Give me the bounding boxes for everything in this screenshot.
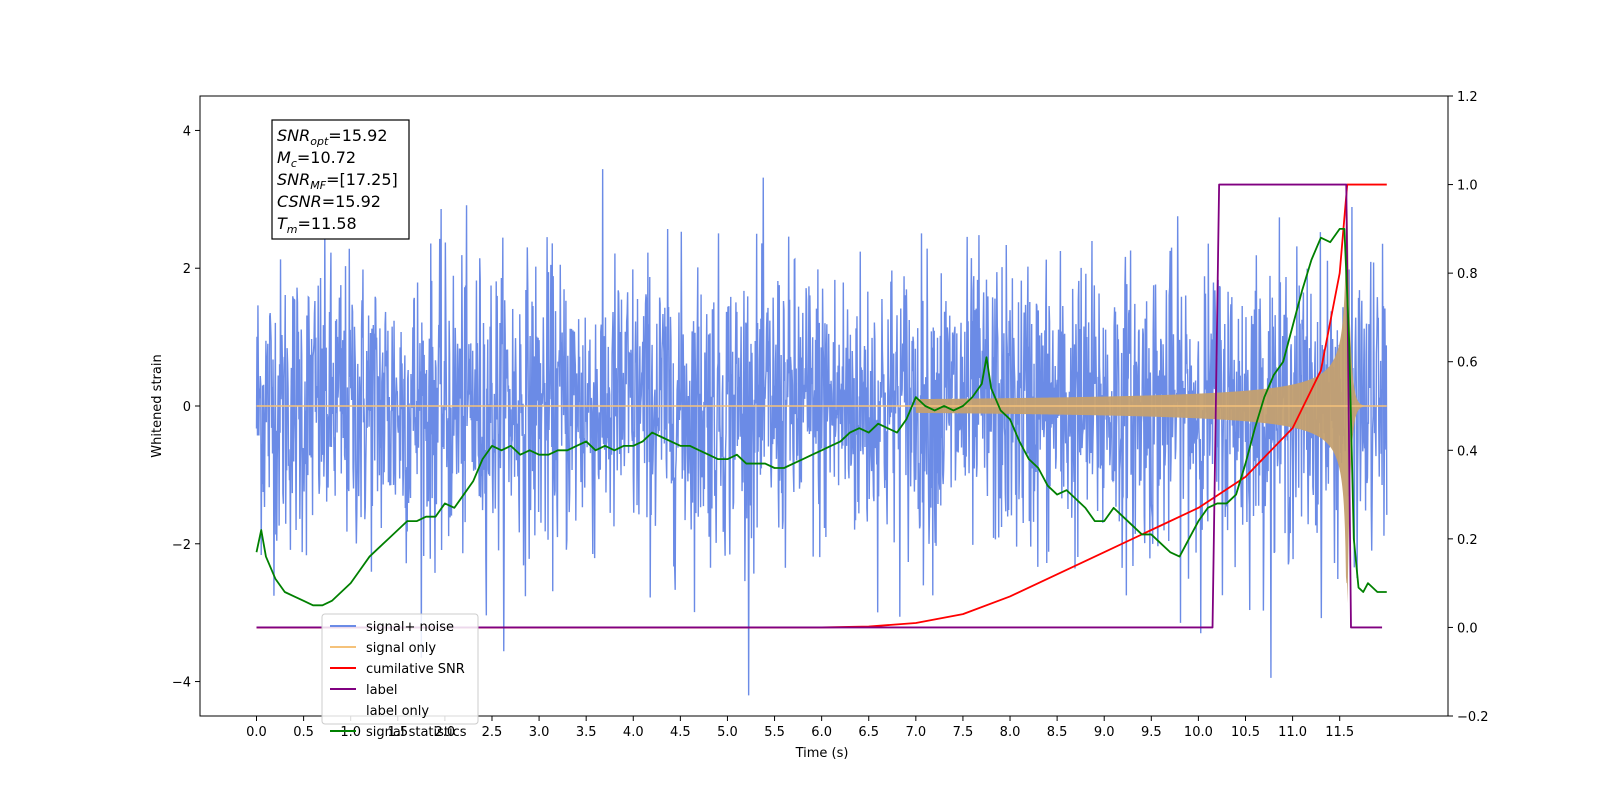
x-tick-label: 5.0 [717, 725, 738, 740]
x-tick-label: 9.5 [1141, 725, 1162, 740]
legend-entry: signal statistics [366, 725, 467, 740]
series-signal-noise [255, 169, 1388, 696]
x-tick-label: 5.5 [764, 725, 785, 740]
x-tick-label: 8.5 [1047, 725, 1068, 740]
legend-frame [321, 613, 479, 725]
annotation-line: Tm=11.58 [277, 214, 357, 236]
y-axis-right: −0.2 0.0 0.2 0.4 0.6 0.8 1.0 1.2 [1448, 90, 1489, 725]
y-right-tick-label: 0.0 [1457, 621, 1478, 636]
y-left-tick-label: 2 [183, 262, 191, 277]
y-right-tick-label: 1.0 [1457, 179, 1478, 194]
legend-entry: signal+ noise [366, 620, 454, 635]
legend-entry: signal only [366, 641, 436, 656]
x-tick-label: 10.0 [1184, 725, 1213, 740]
y-axis-left: −4 −2 0 2 4 [172, 124, 200, 691]
y-left-tick-label: 4 [183, 124, 191, 139]
legend-entry: label only [366, 704, 429, 719]
legend-entry: label [366, 683, 397, 698]
x-tick-label: 1.0 [340, 725, 361, 740]
y-right-tick-label: 0.6 [1457, 356, 1478, 371]
annotation-line: Mc=10.72 [277, 148, 356, 170]
plot-area [255, 169, 1388, 696]
annotation-frame [271, 119, 410, 240]
x-tick-label: 1.5 [387, 725, 408, 740]
legend-entry: cumilative SNR [366, 662, 465, 677]
x-tick-label: 11.5 [1325, 725, 1354, 740]
y-right-tick-label: −0.2 [1457, 710, 1489, 725]
x-tick-label: 0.0 [246, 725, 267, 740]
x-tick-label: 0.5 [293, 725, 314, 740]
x-tick-label: 2.5 [482, 725, 503, 740]
x-tick-label: 11.0 [1278, 725, 1307, 740]
x-axis-title: Time (s) [795, 746, 849, 761]
x-tick-label: 7.0 [905, 725, 926, 740]
x-tick-label: 6.0 [811, 725, 832, 740]
y-left-tick-label: −2 [172, 538, 191, 553]
series-signal-statistics [255, 227, 1387, 607]
x-axis: 0.0 0.5 1.0 1.5 2.0 2.5 3.0 3.5 4.0 4.5 5.0 5.5 6.0 6… [246, 716, 1354, 740]
x-tick-label: 2.0 [435, 725, 456, 740]
x-tick-label: 4.5 [670, 725, 691, 740]
y-left-tick-label: 0 [183, 400, 191, 415]
x-tick-label: 4.0 [623, 725, 644, 740]
x-tick-label: 10.5 [1231, 725, 1260, 740]
annotation-box: SNRopt=15.92Mc=10.72SNRMF=[17.25]CSNR=15… [271, 119, 410, 240]
annotation-line: CSNR=15.92 [277, 192, 381, 211]
y-left-tick-label: −4 [172, 676, 191, 691]
x-tick-label: 9.0 [1094, 725, 1115, 740]
x-tick-label: 3.0 [529, 725, 550, 740]
y-right-tick-label: 0.2 [1457, 533, 1478, 548]
legend: signal+ noise signal only cumilative SNR la… [321, 613, 479, 740]
y-right-tick-label: 0.8 [1457, 267, 1478, 282]
y-right-tick-label: 1.2 [1457, 90, 1478, 105]
series-cumulative-snr [256, 183, 1387, 629]
x-tick-label: 3.5 [576, 725, 597, 740]
x-tick-label: 8.0 [1000, 725, 1021, 740]
y-right-tick-label: 0.4 [1457, 444, 1478, 459]
x-tick-label: 6.5 [858, 725, 879, 740]
x-tick-label: 7.5 [953, 725, 974, 740]
y-axis-title: Whitened strain [150, 354, 165, 457]
annotation-line: SNRopt=15.92 [277, 126, 388, 148]
annotation-line: SNRMF=[17.25] [277, 170, 398, 192]
series-label [256, 183, 1383, 629]
